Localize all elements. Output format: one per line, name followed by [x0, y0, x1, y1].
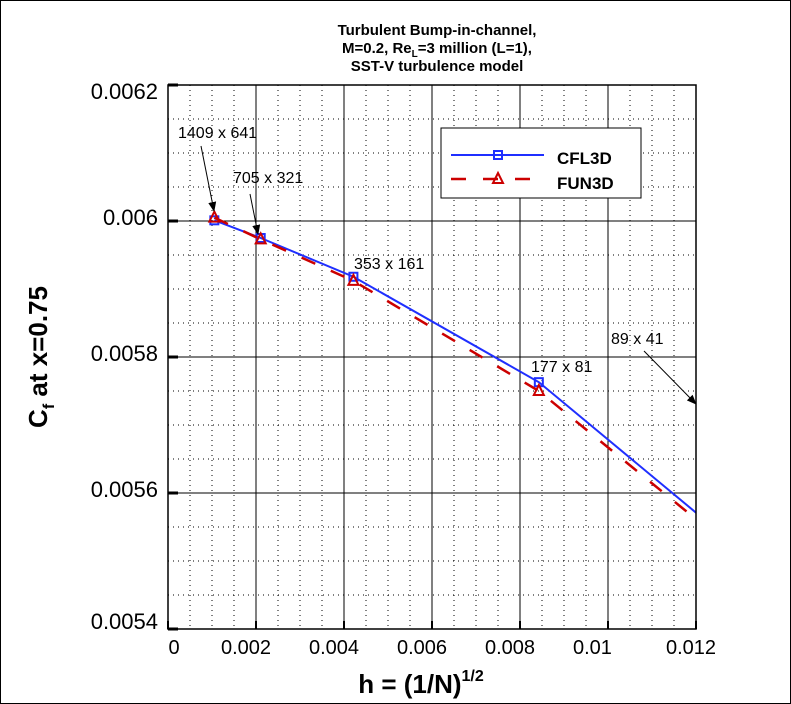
x-tick-label: 0.008: [485, 637, 535, 659]
chart-title-line3: SST-V turbulence model: [351, 58, 524, 75]
chart-title-line1: Turbulent Bump-in-channel,: [338, 22, 537, 39]
x-tick-label: 0.01: [573, 637, 612, 659]
y-tick-label: 0.006: [103, 205, 158, 230]
x-tick-label: 0: [168, 637, 179, 659]
legend-box: [440, 127, 642, 199]
x-tick-label: 0.006: [397, 637, 447, 659]
y-axis-label: Cf at x=0.75: [23, 286, 58, 428]
data-point-fun3d: [207, 209, 221, 223]
x-tick-label: 0.002: [221, 637, 271, 659]
annotation-89x41: 89 x 41: [611, 331, 664, 348]
legend: CFL3D FUN3D: [440, 127, 642, 199]
data-point-fun3d: [346, 272, 361, 286]
x-axis-label: h = (1/N)1/2: [358, 668, 484, 699]
annotation-177x81: 177 x 81: [531, 359, 592, 376]
y-tick-label: 0.0054: [91, 609, 158, 634]
ticks: 0 0.002 0.004 0.006 0.008 0.01 0.012 0.0054 0.00…: [91, 79, 716, 659]
chart-title-line2: M=0.2, ReL=3 million (L=1),: [342, 40, 532, 60]
data-point-fun3d: [254, 231, 268, 245]
annotation-1409x641: 1409 x 641: [178, 125, 257, 142]
x-tick-label: 0.004: [309, 637, 359, 659]
annotation-arrow-icon: [200, 145, 217, 212]
legend-marker-square-icon: [493, 150, 503, 160]
annotations: 1409 x 641 705 x 321 353 x 161 177 x 81 …: [178, 125, 697, 405]
annotation-arrow-icon: [643, 350, 697, 405]
annotation-705x321: 705 x 321: [233, 170, 303, 187]
annotation-353x161: 353 x 161: [354, 256, 424, 273]
annotation-arrow-icon: [249, 193, 261, 235]
x-tick-label: 0.012: [666, 637, 716, 659]
y-tick-label: 0.0058: [91, 341, 158, 366]
y-tick-label: 0.0062: [91, 79, 158, 104]
legend-label-cfl3d: CFL3D: [557, 149, 612, 168]
series-line-cfl3d: [213, 219, 696, 514]
legend-marker-triangle-icon: [491, 170, 505, 184]
legend-label-fun3d: FUN3D: [557, 174, 614, 193]
series-layer: [207, 209, 696, 521]
series-line-fun3d: [213, 216, 696, 521]
data-point-fun3d: [532, 382, 546, 396]
y-tick-label: 0.0056: [91, 477, 158, 502]
